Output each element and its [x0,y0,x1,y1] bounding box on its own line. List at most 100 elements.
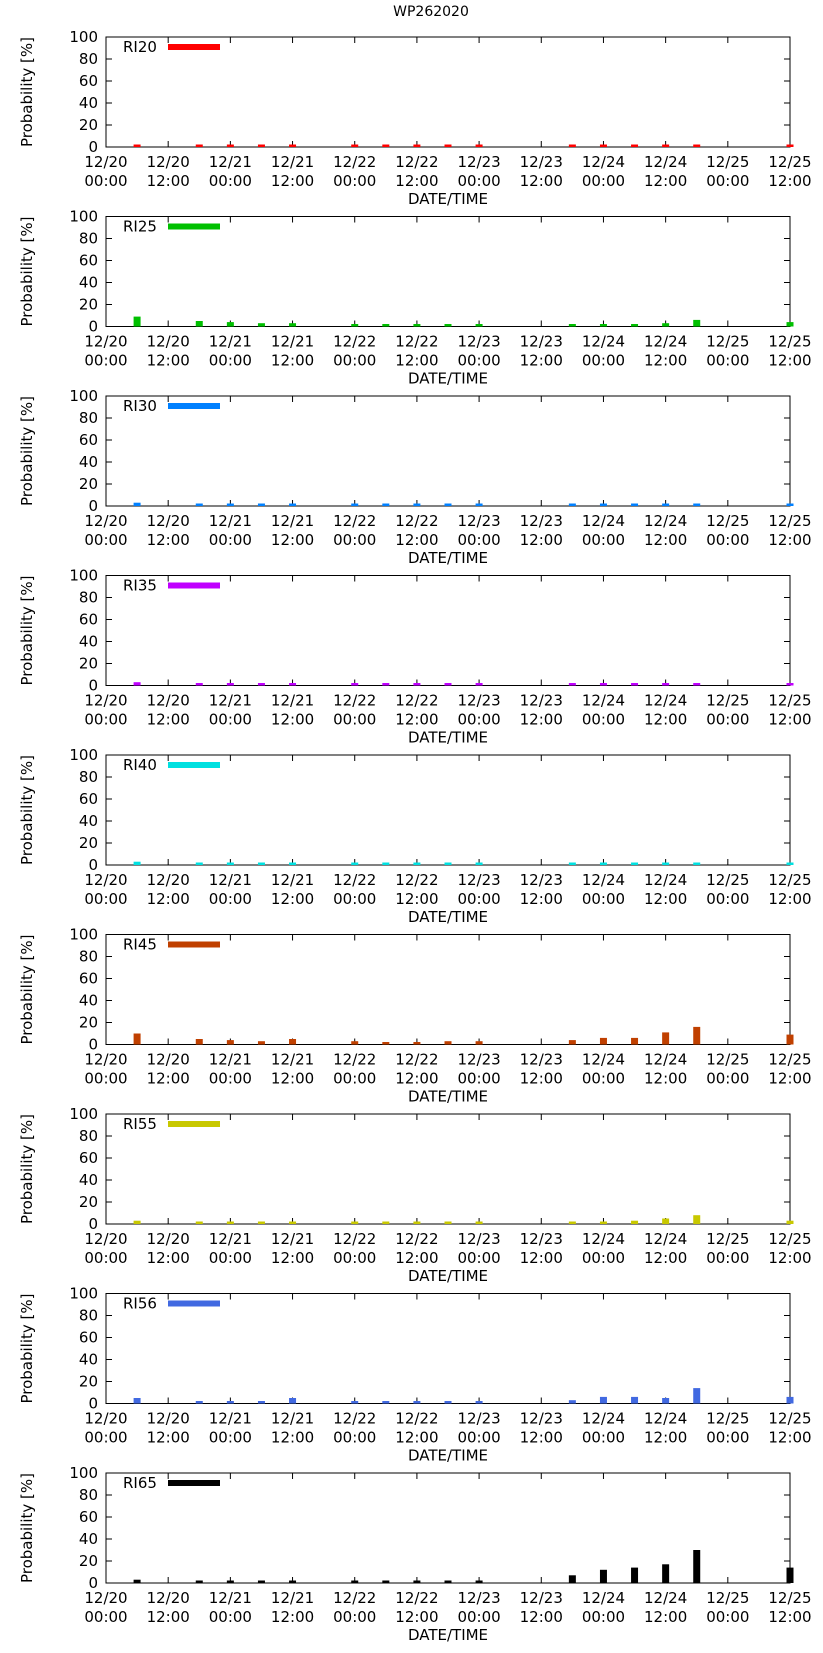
y-tick-label: 40 [79,812,98,830]
x-tick-time-label: 00:00 [457,352,500,370]
bar-ri45-30h [257,1041,265,1045]
bar-ri45-102h [631,1037,639,1045]
bar-ri56-132h [786,1396,794,1404]
bar-ri20-72h [475,144,483,147]
legend-label: RI55 [123,1115,157,1133]
bar-ri56-6h [133,1398,141,1404]
x-tick-time-label: 12:00 [395,890,438,908]
y-tick-label: 0 [88,677,98,695]
x-tick-time-label: 12:00 [644,172,687,190]
x-tick-time-label: 12:00 [147,352,190,370]
x-tick-date-label: 12/20 [147,1230,190,1248]
bar-ri30-66h [444,503,452,506]
y-tick-label: 20 [79,1552,98,1570]
x-tick-date-label: 12/20 [84,692,127,710]
bar-ri65-108h [662,1564,670,1583]
y-tick-label: 40 [79,453,98,471]
x-axis-title: DATE/TIME [408,1447,488,1465]
x-tick-date-label: 12/23 [457,692,500,710]
y-axis-title: Probability [%] [18,37,36,147]
x-tick-time-label: 00:00 [457,711,500,729]
x-tick-time-label: 12:00 [395,1608,438,1626]
bar-ri45-90h [568,1040,576,1045]
bar-ri30-108h [662,503,670,506]
y-tick-label: 60 [79,1329,98,1347]
x-tick-time-label: 12:00 [520,1608,563,1626]
x-tick-date-label: 12/25 [768,871,811,889]
x-tick-date-label: 12/20 [147,692,190,710]
bar-ri40-114h [693,862,701,865]
bar-ri55-18h [195,1221,203,1224]
bar-ri45-60h [413,1042,421,1045]
bar-ri25-66h [444,324,452,327]
x-tick-date-label: 12/25 [768,333,811,351]
y-axis-title: Probability [%] [18,575,36,685]
x-tick-time-label: 12:00 [395,1070,438,1088]
bar-ri65-66h [444,1580,452,1583]
x-tick-time-label: 12:00 [768,1608,811,1626]
bar-ri30-114h [693,503,701,506]
x-tick-time-label: 00:00 [84,1070,127,1088]
x-tick-time-label: 12:00 [147,1070,190,1088]
x-tick-time-label: 00:00 [209,1070,252,1088]
bar-ri65-60h [413,1580,421,1583]
plot-frame [105,1293,791,1404]
bar-ri56-30h [257,1401,265,1404]
bar-ri35-6h [133,682,141,686]
x-tick-time-label: 00:00 [706,1608,749,1626]
x-tick-date-label: 12/23 [520,1230,563,1248]
x-tick-date-label: 12/21 [271,1230,314,1248]
y-tick-label: 40 [79,1171,98,1189]
x-tick-date-label: 12/23 [520,871,563,889]
x-tick-time-label: 00:00 [457,1429,500,1447]
bar-ri30-48h [351,503,359,506]
y-tick-label: 20 [79,1373,98,1391]
x-tick-time-label: 12:00 [520,1070,563,1088]
y-tick-label: 100 [69,28,98,46]
x-tick-time-label: 12:00 [644,531,687,549]
bar-ri56-90h [568,1400,576,1404]
x-tick-time-label: 00:00 [333,1429,376,1447]
x-tick-date-label: 12/24 [644,512,687,530]
y-axis-title: Probability [%] [18,1293,36,1403]
x-tick-time-label: 12:00 [271,1429,314,1447]
bar-ri35-66h [444,683,452,686]
bar-ri30-36h [289,503,297,506]
y-axis-title: Probability [%] [18,1473,36,1583]
bar-ri65-90h [568,1575,576,1583]
x-tick-date-label: 12/20 [84,512,127,530]
x-tick-date-label: 12/23 [457,153,500,171]
y-tick-label: 40 [79,992,98,1010]
bar-ri65-36h [289,1580,297,1583]
x-tick-time-label: 00:00 [84,711,127,729]
x-tick-date-label: 12/24 [644,153,687,171]
bar-ri55-30h [257,1221,265,1224]
x-tick-time-label: 00:00 [333,352,376,370]
y-tick-label: 60 [79,431,98,449]
x-tick-time-label: 00:00 [84,531,127,549]
x-tick-time-label: 00:00 [209,890,252,908]
y-tick-label: 0 [88,138,98,156]
bar-ri45-18h [195,1039,203,1045]
x-tick-date-label: 12/24 [582,333,625,351]
x-tick-date-label: 12/23 [520,512,563,530]
bar-ri35-96h [599,683,607,686]
x-tick-time-label: 12:00 [520,1249,563,1267]
x-tick-date-label: 12/22 [395,333,438,351]
x-tick-time-label: 12:00 [644,1249,687,1267]
x-tick-date-label: 12/25 [706,871,749,889]
y-tick-label: 100 [69,926,98,944]
x-tick-date-label: 12/25 [768,1410,811,1428]
x-tick-time-label: 00:00 [706,1429,749,1447]
x-tick-time-label: 12:00 [520,352,563,370]
x-tick-date-label: 12/20 [84,1230,127,1248]
x-tick-date-label: 12/21 [209,1230,252,1248]
bar-ri40-108h [662,862,670,865]
x-tick-time-label: 12:00 [644,1608,687,1626]
y-tick-label: 80 [79,409,98,427]
x-tick-date-label: 12/24 [644,692,687,710]
bar-ri55-24h [226,1221,234,1224]
x-tick-time-label: 00:00 [582,1249,625,1267]
plot-frame [105,934,791,1045]
